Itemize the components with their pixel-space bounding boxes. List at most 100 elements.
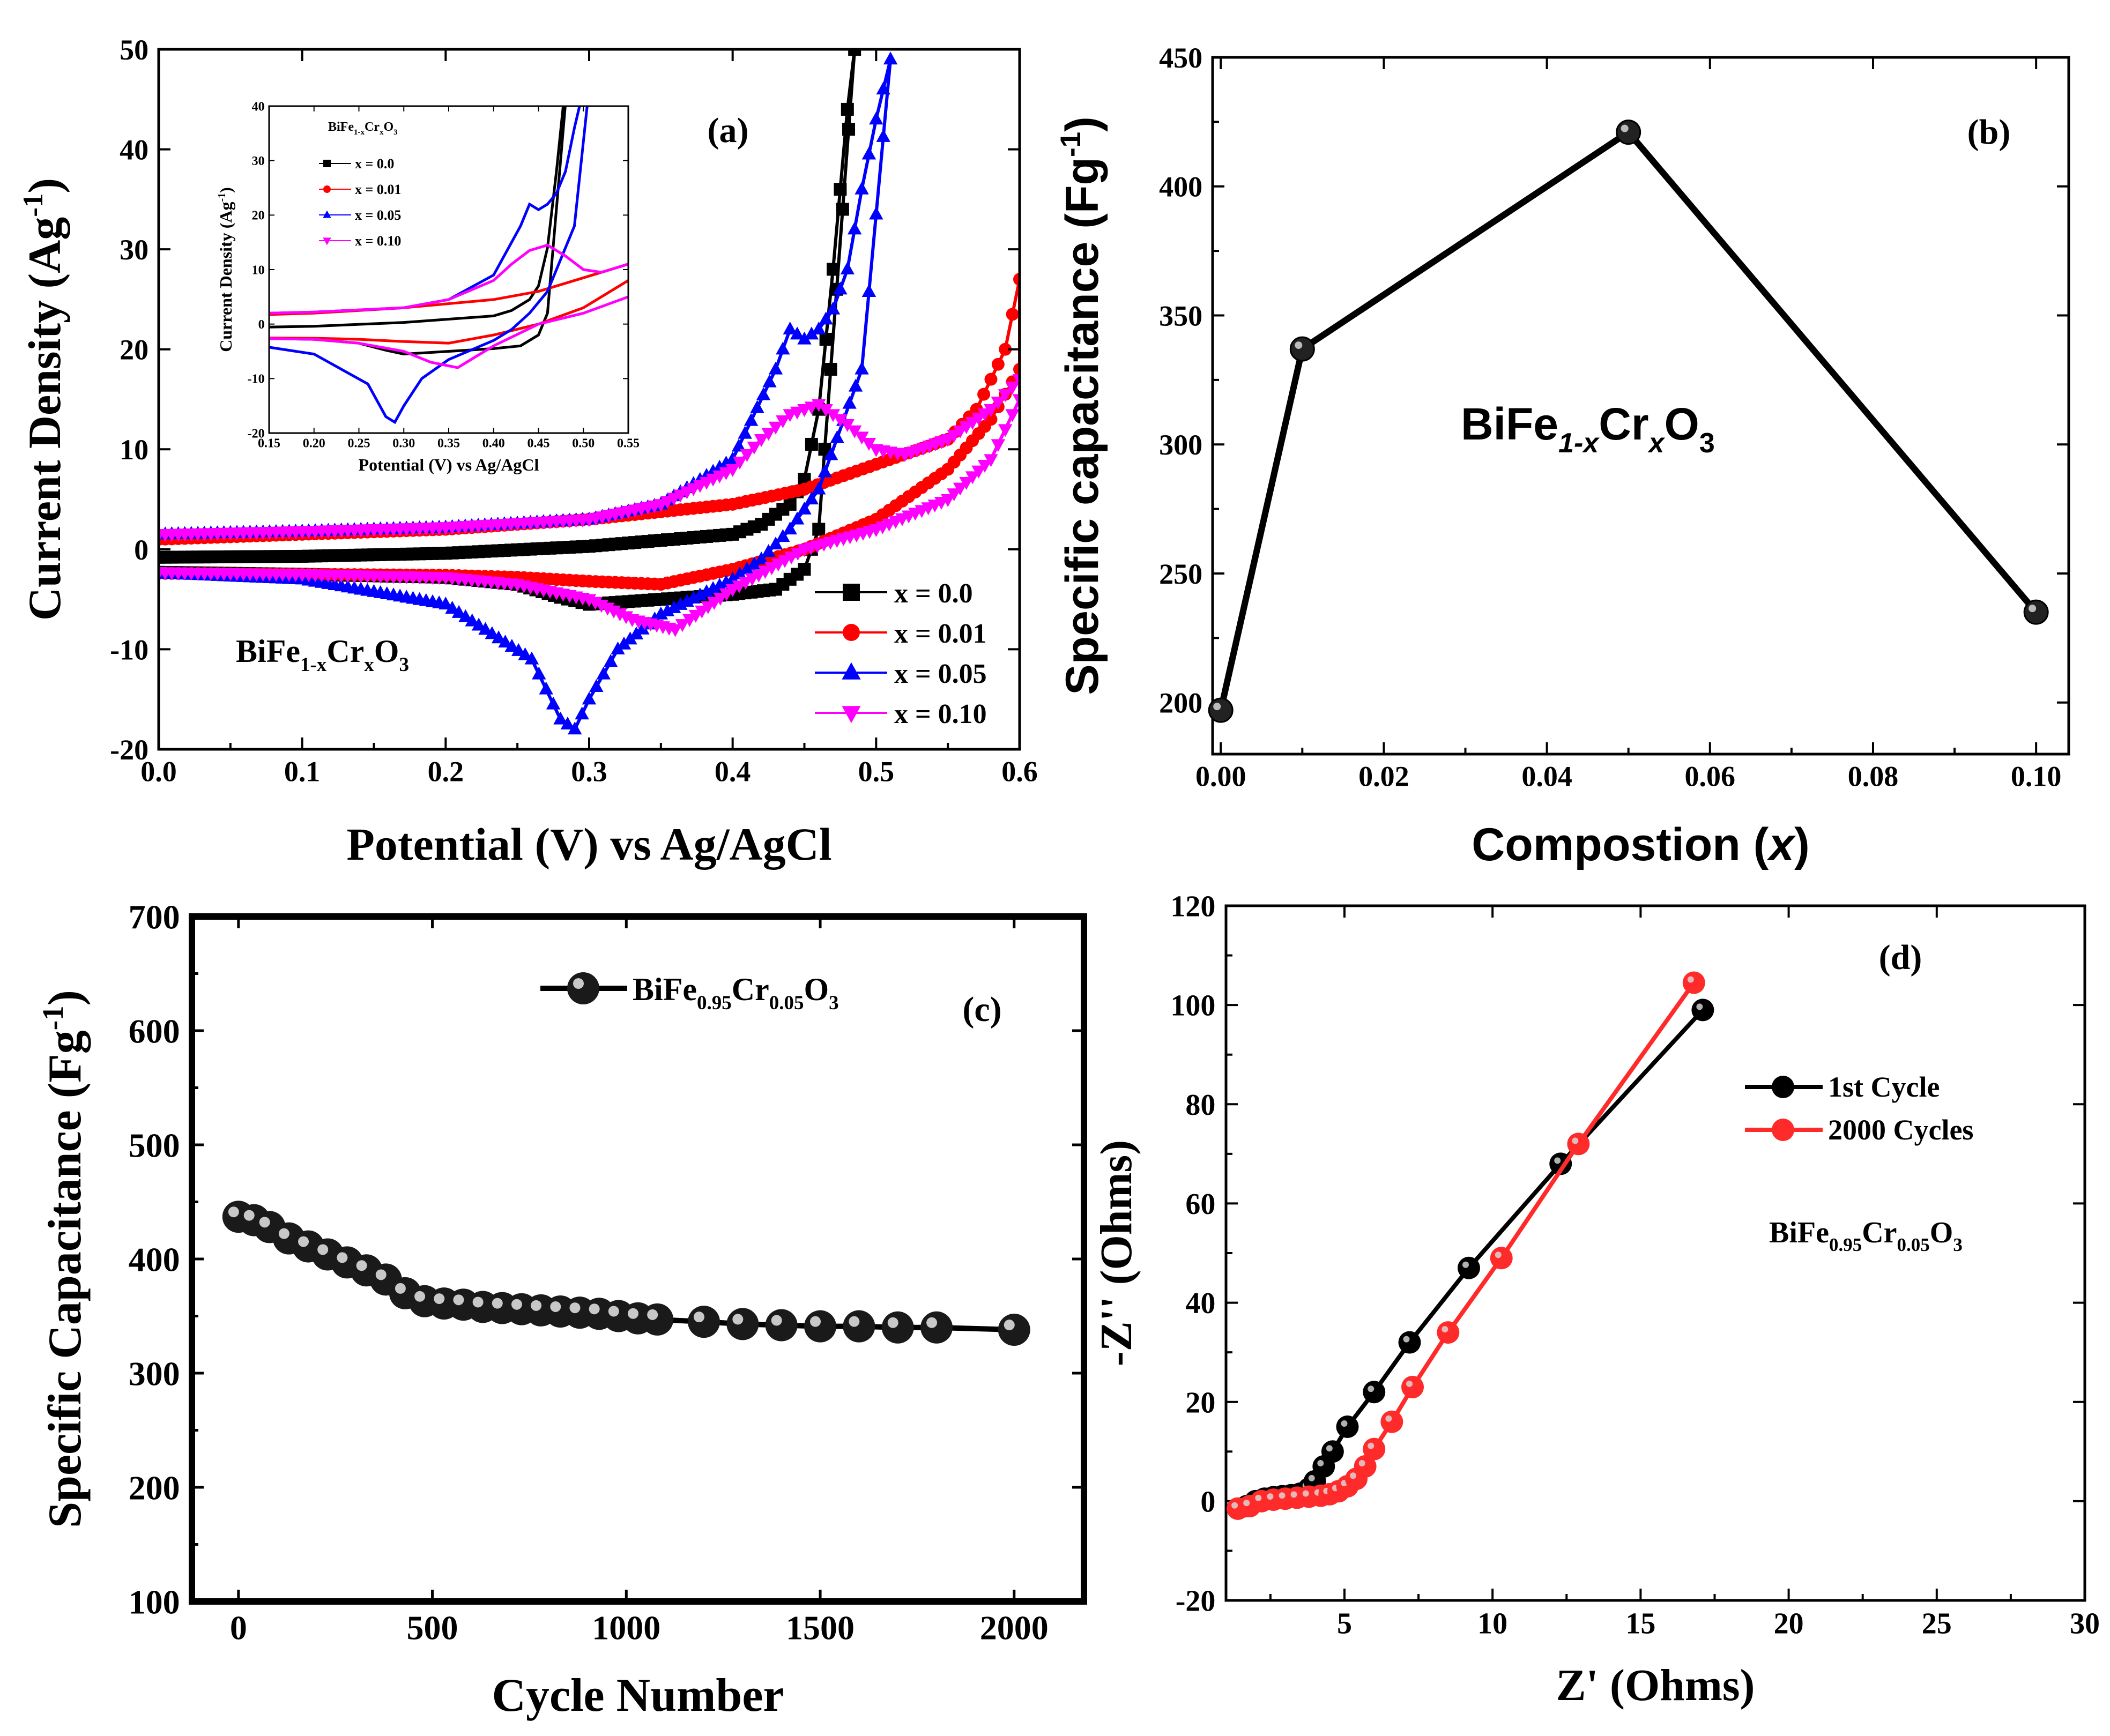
data-point-highlight [1326, 1445, 1333, 1452]
panel-a-series [159, 49, 1020, 735]
data-marker [682, 614, 697, 627]
data-marker [458, 609, 473, 622]
data-marker [834, 183, 847, 196]
data-marker [701, 601, 715, 614]
data-marker [603, 654, 618, 667]
inset-legend-marker [323, 210, 331, 218]
data-marker [616, 636, 631, 650]
y-tick-label: -20 [110, 734, 148, 766]
panel-d-x-ticks: 5 10 15 20 25 30 [1337, 906, 2100, 1641]
data-marker [518, 647, 532, 660]
x-tick-label: 0.3 [571, 755, 607, 787]
panel-d-formula: BiFe0.95Cr0.05O3 [1769, 1216, 1963, 1255]
legend-label: 1st Cycle [1828, 1071, 1940, 1103]
data-point-highlight [1442, 1326, 1448, 1333]
panel-c-y-ticks: 100 200 300 400 500 600 700 [129, 898, 1084, 1621]
data-point-highlight [1696, 1003, 1703, 1010]
y-tick-label: 30 [252, 154, 265, 168]
data-marker [797, 501, 812, 515]
legend-label: x = 0.0 [894, 578, 973, 609]
panel-c-point-highlight [531, 1300, 542, 1311]
data-marker [824, 447, 838, 460]
data-marker [675, 619, 690, 632]
data-marker [869, 111, 883, 125]
x-tick-label: 500 [407, 1608, 458, 1646]
x-tick-label: 0.0 [140, 755, 177, 787]
data-marker [842, 396, 857, 409]
data-marker [812, 399, 826, 412]
data-marker [984, 404, 998, 418]
axis-label-part: ) [216, 187, 235, 193]
inset-legend-label: x = 0.0 [355, 156, 394, 172]
axis-label-superscript: -1 [1055, 132, 1087, 157]
data-point [1490, 1247, 1513, 1270]
formula-subscript: 3 [829, 992, 839, 1014]
panel-c-point-highlight [317, 1244, 329, 1255]
data-marker [451, 605, 466, 618]
data-marker [747, 556, 762, 570]
data-marker [861, 146, 876, 160]
legend-marker [842, 662, 861, 680]
data-marker [991, 397, 1006, 410]
panel-c-point-highlight [628, 1308, 638, 1319]
panel-c-point-highlight [472, 1297, 484, 1308]
data-marker [747, 442, 762, 455]
x-tick-label: 0.08 [1848, 760, 1899, 792]
y-tick-label: 10 [252, 263, 265, 277]
data-marker [1013, 273, 1020, 286]
data-marker [991, 357, 1005, 371]
x-tick-label: 0.02 [1358, 760, 1409, 792]
y-tick-label: 100 [1170, 989, 1215, 1023]
data-point [1321, 1440, 1344, 1463]
panel-c-y-label: Specific Capacitance (Fg-1) [36, 990, 91, 1528]
inset-x-label: Potential (V) vs Ag/AgCl [359, 455, 539, 474]
data-point-highlight [1368, 1442, 1375, 1449]
panel-c-point-highlight [732, 1314, 744, 1325]
panel-c-point-highlight [298, 1236, 309, 1247]
panel-b-formula: BiFe1-xCrxO3 [1461, 399, 1715, 459]
formula-subscript: 1-x [1558, 428, 1600, 459]
data-point [1457, 1256, 1480, 1279]
data-marker [623, 631, 637, 645]
panel-c-point [998, 1314, 1030, 1346]
data-marker [812, 322, 826, 334]
panel-c-label: (c) [962, 990, 1001, 1029]
data-marker [812, 523, 826, 536]
y-tick-label: -20 [1176, 1585, 1216, 1618]
x-tick-label: 0.2 [428, 755, 464, 787]
data-marker [611, 642, 625, 655]
panel-b-y-ticks: 200 250 300 350 400 450 [1159, 42, 2069, 719]
panel-c-point-highlight [395, 1283, 406, 1294]
panel-d-x-label: Z' (Ohms) [1556, 1660, 1755, 1710]
data-marker [783, 521, 797, 535]
data-marker [485, 626, 500, 639]
data-marker [991, 439, 1006, 452]
data-point-highlight [1368, 1385, 1375, 1392]
panel-c-point-highlight [693, 1312, 704, 1323]
data-marker [855, 181, 869, 195]
y-tick-label: 60 [1185, 1188, 1215, 1221]
axis-label-superscript: -1 [36, 1005, 69, 1030]
panel-c-point [641, 1303, 674, 1336]
y-tick-label: 0 [1200, 1485, 1215, 1518]
inset-legend-marker [323, 160, 331, 167]
data-marker [836, 203, 849, 216]
panel-d-y-ticks: -20 0 20 40 60 80 100 120 [1170, 890, 2085, 1618]
panel-a-x-label: Potential (V) vs Ag/AgCl [346, 818, 831, 870]
formula-subscript: 3 [1699, 428, 1715, 459]
axis-label-part: ) [1794, 819, 1810, 870]
data-marker [725, 464, 740, 477]
x-tick-label: 1500 [786, 1608, 855, 1646]
data-marker [790, 511, 805, 525]
panel-b-point [1208, 697, 1234, 723]
x-tick-label: 0.10 [2011, 760, 2062, 792]
data-marker [1005, 382, 1020, 395]
panel-b-line [1217, 129, 2039, 711]
data-marker [560, 716, 575, 729]
panel-c-point [920, 1311, 953, 1344]
formula-part: Cr [732, 972, 769, 1007]
data-marker [776, 529, 790, 542]
x-tick-label: 0.40 [482, 436, 505, 450]
data-marker [539, 681, 553, 695]
